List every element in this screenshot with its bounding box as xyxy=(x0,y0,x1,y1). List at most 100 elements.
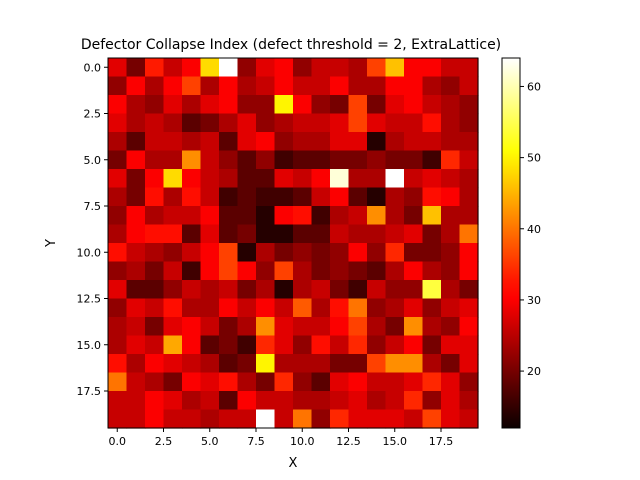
heatmap-cell xyxy=(404,95,424,115)
heatmap-cell xyxy=(237,95,257,115)
heatmap-cell xyxy=(163,76,183,96)
heatmap-cell xyxy=(219,150,239,170)
heatmap-cell xyxy=(145,280,165,300)
heatmap-cell xyxy=(367,409,387,429)
heatmap-cell xyxy=(385,206,405,226)
heatmap-cell xyxy=(182,243,202,263)
heatmap-cell xyxy=(311,150,331,170)
heatmap-cell xyxy=(330,409,350,429)
heatmap-cell xyxy=(200,169,220,189)
heatmap-cell xyxy=(274,335,294,355)
heatmap-cell xyxy=(108,243,128,263)
heatmap-cell xyxy=(163,169,183,189)
heatmap-cell xyxy=(237,150,257,170)
heatmap-cell xyxy=(348,280,368,300)
heatmap-cell xyxy=(311,169,331,189)
heatmap-cell xyxy=(293,280,313,300)
heatmap-cell xyxy=(145,76,165,96)
heatmap-cell xyxy=(163,95,183,115)
heatmap-cell xyxy=(459,113,479,133)
y-axis-label: Y xyxy=(44,239,59,248)
heatmap-cell xyxy=(108,391,128,411)
heatmap-cell xyxy=(348,261,368,281)
x-axis-ticks: 0.0 2.5 5.0 7.5 10.0 12.5 15.0 17.5 xyxy=(109,428,453,448)
heatmap-cell xyxy=(459,132,479,152)
heatmap-cell xyxy=(367,113,387,133)
heatmap-cell xyxy=(126,206,146,226)
heatmap-cell xyxy=(108,113,128,133)
heatmap-cell xyxy=(126,317,146,337)
heatmap-cell xyxy=(163,372,183,392)
heatmap-cell xyxy=(163,409,183,429)
heatmap-cell xyxy=(274,317,294,337)
heatmap-cell xyxy=(274,187,294,207)
y-tick-label: 7.5 xyxy=(84,200,102,213)
heatmap-cell xyxy=(163,335,183,355)
heatmap-cell xyxy=(126,76,146,96)
plot-frame xyxy=(107,57,479,429)
heatmap-cell xyxy=(182,132,202,152)
heatmap-cell xyxy=(219,317,239,337)
heatmap-cell xyxy=(219,391,239,411)
heatmap-cell xyxy=(311,58,331,78)
heatmap-cell xyxy=(404,280,424,300)
heatmap-cell xyxy=(330,261,350,281)
heatmap-cell xyxy=(182,187,202,207)
x-tick-label: 12.5 xyxy=(336,435,361,448)
heatmap-cell xyxy=(311,391,331,411)
heatmap-cell xyxy=(422,280,442,300)
heatmap-cell xyxy=(200,132,220,152)
heatmap-cell xyxy=(182,354,202,374)
heatmap-cell xyxy=(404,58,424,78)
heatmap-cell xyxy=(330,224,350,244)
heatmap-cell xyxy=(459,280,479,300)
heatmap-cell xyxy=(200,409,220,429)
heatmap-cell xyxy=(145,261,165,281)
heatmap-cell xyxy=(163,113,183,133)
heatmap-cell xyxy=(237,58,257,78)
heatmap-cell xyxy=(108,76,128,96)
heatmap-cell xyxy=(348,169,368,189)
heatmap-cell xyxy=(385,76,405,96)
heatmap-cell xyxy=(274,391,294,411)
heatmap-cell xyxy=(256,206,276,226)
heatmap-cell xyxy=(422,113,442,133)
heatmap-cell xyxy=(256,243,276,263)
heatmap-cell xyxy=(256,280,276,300)
heatmap-cell xyxy=(441,113,461,133)
heatmap-cell xyxy=(293,150,313,170)
heatmap-cell xyxy=(293,224,313,244)
heatmap-cell xyxy=(404,224,424,244)
heatmap-cell xyxy=(330,150,350,170)
heatmap-cell xyxy=(311,261,331,281)
heatmap-cell xyxy=(385,280,405,300)
heatmap-cell xyxy=(367,169,387,189)
heatmap-cell xyxy=(422,169,442,189)
heatmap-cell xyxy=(237,280,257,300)
heatmap-cell xyxy=(145,243,165,263)
heatmap-cell xyxy=(108,224,128,244)
y-tick-label: 5.0 xyxy=(84,154,102,167)
heatmap-cell xyxy=(126,335,146,355)
colorbar-ticks: 20 30 40 50 60 xyxy=(520,80,541,378)
heatmap-cell xyxy=(219,224,239,244)
heatmap-cell xyxy=(274,132,294,152)
y-tick-label: 15.0 xyxy=(77,339,102,352)
heatmap-cell xyxy=(145,58,165,78)
heatmap-cell xyxy=(348,317,368,337)
heatmap-cell xyxy=(348,243,368,263)
heatmap-cell xyxy=(145,354,165,374)
heatmap-cell xyxy=(237,391,257,411)
heatmap-cell xyxy=(274,243,294,263)
heatmap-cell xyxy=(219,335,239,355)
heatmap-cell xyxy=(348,58,368,78)
heatmap-cell xyxy=(441,243,461,263)
heatmap-cell xyxy=(422,150,442,170)
heatmap-cell xyxy=(311,113,331,133)
heatmap-cell xyxy=(145,298,165,318)
heatmap-cell xyxy=(367,58,387,78)
heatmap-cell xyxy=(182,317,202,337)
heatmap-cell xyxy=(219,261,239,281)
heatmap-cell xyxy=(422,224,442,244)
heatmap-cell xyxy=(311,206,331,226)
